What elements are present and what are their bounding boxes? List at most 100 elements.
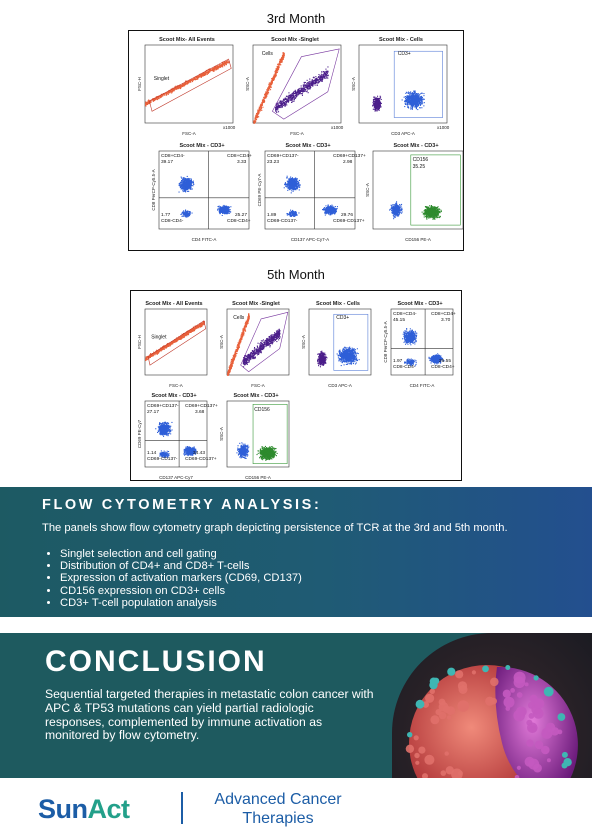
plot-svg: CD3+ x1000 CD3 APC-A SSC-A bbox=[351, 44, 450, 136]
quadrant-label: CD8+CD4+ bbox=[431, 311, 456, 317]
plot-svg: Singlet x1000 FSC-A FSC-H bbox=[137, 44, 236, 136]
flow-plot: Scoot Mix -Singlet Cells x1000 FSC-A SSC-A bbox=[241, 37, 349, 139]
quadrant-value: 3.33 bbox=[237, 159, 247, 165]
month5-title: 5th Month bbox=[267, 267, 325, 282]
plot-title: Scoot Mix - CD3+ bbox=[179, 143, 225, 149]
analysis-list: Singlet selection and cell gating Distri… bbox=[42, 548, 302, 609]
gate-label: Cells bbox=[233, 315, 245, 321]
flow-plot: Scoot Mix - Cells CD3+ x1000 CD3 APC-A SSC-A bbox=[347, 37, 455, 139]
y-axis-label: CD8 PerCP-Cy5.5-A bbox=[383, 321, 388, 362]
plot-svg: Singlet FSC-A FSC-H bbox=[137, 308, 208, 388]
month3-panel: Scoot Mix- All Events Singlet x1000 FSC-A FS… bbox=[128, 30, 464, 251]
quadrant-label: CD69-CD137+ bbox=[333, 218, 365, 224]
quadrant-value: 1.14 bbox=[147, 450, 157, 456]
quadrant-value: 34.43 bbox=[193, 450, 205, 456]
flow-plot: Scoot Mix - All Events Singlet FSC-A FSC-H bbox=[133, 301, 215, 391]
gate-label: Singlet bbox=[154, 76, 170, 82]
x-axis-label: CD137 APC-Cy7 bbox=[159, 475, 193, 480]
plot-title: Scoot Mix - CD3+ bbox=[397, 301, 443, 307]
plot-title: Scoot Mix - CD3+ bbox=[233, 393, 279, 399]
list-item: Expression of activation markers (CD69, … bbox=[60, 572, 302, 584]
quadrant-value: 1.97 bbox=[393, 358, 403, 364]
y-axis-label: SSC-A bbox=[219, 335, 224, 349]
y-axis-label: SSC-A bbox=[245, 77, 250, 91]
plot-svg: CD8+CD4-39.17 CD8+CD4+3.33 CD8-CD4-1.77 CD8… bbox=[151, 150, 252, 242]
quadrant-value: 29.55 bbox=[439, 358, 451, 364]
quadrant-value: 45.15 bbox=[393, 317, 405, 323]
quadrant-label: CD69+CD137- bbox=[267, 153, 299, 159]
gate-label: CD3+ bbox=[398, 51, 411, 57]
quadrant-label: CD8+CD4- bbox=[161, 153, 185, 159]
quadrant-label: CD8+CD4- bbox=[393, 311, 417, 317]
footer: SunAct Advanced Cancer Therapies bbox=[0, 778, 592, 840]
plot-svg: Cells x1000 FSC-A SSC-A bbox=[245, 44, 344, 136]
conclusion-text: Sequential targeted therapies in metasta… bbox=[45, 687, 374, 743]
quadrant-label: CD69-CD137- bbox=[147, 456, 178, 462]
quadrant-label: CD69+CD137+ bbox=[185, 403, 218, 409]
quadrant-value: 1.89 bbox=[267, 212, 277, 218]
flow-plot: Scoot Mix -Singlet Cells FSC-A SSC-A bbox=[215, 301, 297, 391]
plot-svg: CD3+ CD3 APC-A SSC-A bbox=[301, 308, 372, 388]
sunact-logo: SunAct bbox=[38, 794, 130, 824]
y-axis-label: CD69 PE-Cy7-A bbox=[257, 174, 262, 207]
y-axis-label: CD8 PerCP-Cy5.5-A bbox=[151, 169, 156, 210]
y-axis-label: SSC-A bbox=[351, 77, 356, 91]
quadrant-label: CD69-CD137+ bbox=[185, 456, 217, 462]
quadrant-value: 39.17 bbox=[161, 159, 173, 165]
gate-label: CD3+ bbox=[336, 315, 349, 321]
quadrant-label: CD8-CD4+ bbox=[227, 218, 251, 224]
quadrant-value: 27.17 bbox=[147, 409, 159, 415]
plot-svg: Cells FSC-A SSC-A bbox=[219, 308, 290, 388]
flow-plot: Scoot Mix - CD3+ CD156 35.25 CD156 PE-A SSC-… bbox=[361, 143, 471, 245]
quadrant-value: 1.77 bbox=[161, 212, 171, 218]
gate-label: CD156 bbox=[413, 157, 429, 163]
plot-title: Scoot Mix - Cells bbox=[378, 37, 423, 43]
quadrant-value: 3.70 bbox=[441, 317, 451, 323]
x-axis-label: CD4 FITC-A bbox=[192, 237, 217, 242]
plot-svg: CD69+CD137-27.17 CD69+CD137+3.68 CD69-CD13… bbox=[137, 400, 218, 480]
quadrant-label: CD69+CD137+ bbox=[333, 153, 366, 159]
y-axis-label: SSC-A bbox=[365, 183, 370, 197]
y-axis-label: SSC-A bbox=[219, 427, 224, 441]
quadrant-label: CD8-CD4+ bbox=[431, 364, 455, 370]
list-item: Distribution of CD4+ and CD8+ T-cells bbox=[60, 560, 302, 572]
quadrant-value: 2.98 bbox=[343, 159, 353, 165]
plot-title: Scoot Mix -Singlet bbox=[232, 301, 280, 307]
plot-svg: CD8+CD4-45.15 CD8+CD4+3.70 CD8-CD4-1.97 CD8… bbox=[383, 308, 456, 388]
flow-plot: Scoot Mix - CD3+ CD69+CD137- 23.23 CD69+CD1… bbox=[253, 143, 366, 245]
flow-plot: Scoot Mix - CD3+ CD69+CD137- 27.17 CD69+CD1… bbox=[133, 393, 218, 483]
plot-title: Scoot Mix - CD3+ bbox=[151, 393, 197, 399]
y-axis-label: FSC-H bbox=[137, 77, 142, 91]
analysis-heading: FLOW CYTOMETRY ANALYSIS: bbox=[42, 497, 322, 513]
quadrant-value: 29.76 bbox=[341, 212, 353, 218]
y-axis-label: CD69 PE-Cy7 bbox=[137, 419, 142, 448]
quadrant-value: 25.27 bbox=[235, 212, 247, 218]
month3-title: 3rd Month bbox=[266, 11, 326, 26]
quadrant-value: 23.23 bbox=[267, 159, 279, 165]
x-axis-label: CD3 APC-A bbox=[391, 131, 415, 136]
y-axis-label: FSC-H bbox=[137, 335, 142, 349]
plot-title: Scoot Mix - Cells bbox=[315, 301, 360, 307]
y-axis-label: SSC-A bbox=[301, 335, 306, 349]
plot-svg: CD156 CD156 PE-A SSC-A bbox=[219, 400, 290, 480]
axis-multiplier: x1000 bbox=[437, 125, 450, 130]
list-item: Singlet selection and cell gating bbox=[60, 548, 302, 560]
x-axis-label: CD156 PE-A bbox=[405, 237, 431, 242]
gate-label: CD156 bbox=[254, 407, 270, 413]
plot-title: Scoot Mix- All Events bbox=[159, 37, 215, 43]
x-axis-label: CD4 FITC-A bbox=[410, 383, 435, 388]
quadrant-label: CD69-CD137- bbox=[267, 218, 298, 224]
axis-multiplier: x1000 bbox=[223, 125, 236, 130]
month5-panel: Scoot Mix - All Events Singlet FSC-A FSC-H S… bbox=[130, 290, 462, 481]
x-axis-label: CD156 PE-A bbox=[245, 475, 271, 480]
plot-svg: CD69+CD137-23.23 CD69+CD137+2.98 CD69-CD13… bbox=[257, 150, 366, 242]
x-axis-label: CD3 APC-A bbox=[328, 383, 352, 388]
gate-value: 35.25 bbox=[413, 164, 426, 170]
plot-title: Scoot Mix - All Events bbox=[145, 301, 203, 307]
x-axis-label: FSC-A bbox=[290, 131, 304, 136]
analysis-banner: FLOW CYTOMETRY ANALYSIS: The panels show… bbox=[0, 487, 592, 617]
x-axis-label: FSC-A bbox=[251, 383, 265, 388]
company-name: Advanced Cancer Therapies bbox=[214, 791, 342, 827]
flow-plot: Scoot Mix - CD3+ CD8+CD4- 45.15 CD8+CD4+ 3.7… bbox=[379, 301, 461, 391]
